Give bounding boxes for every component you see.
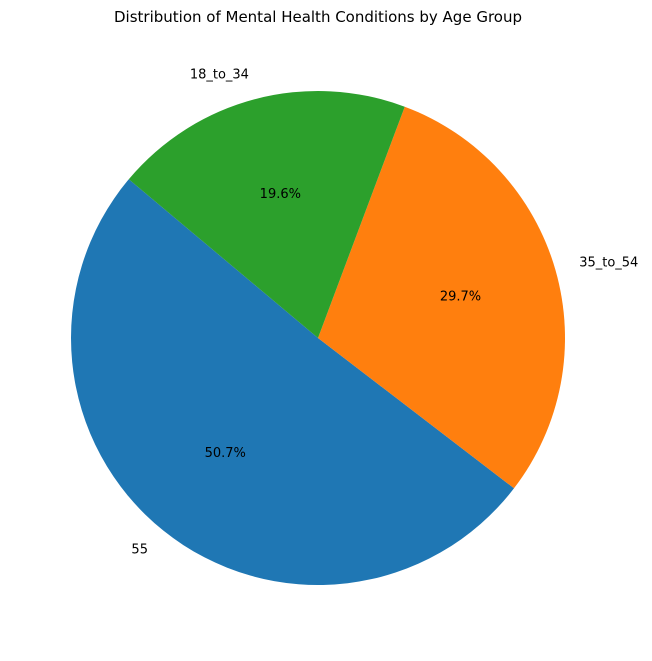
slice-percent-18-to-34: 19.6% — [260, 187, 301, 202]
slice-label-35-to-54: 35_to_54 — [579, 256, 638, 271]
pie-slice-35-to-54 — [318, 106, 565, 489]
pie-slices — [71, 90, 565, 585]
slice-percent-35-to-54: 29.7% — [440, 290, 481, 305]
pie-slice-18-to-34 — [128, 90, 405, 338]
pie-slice-55 — [71, 179, 515, 585]
pie-labels: 55 50.7% 35_to_54 29.7% 18_to_34 19.6% — [131, 68, 638, 558]
chart-title: Distribution of Mental Health Conditions… — [114, 8, 522, 26]
slice-label-18-to-34: 18_to_34 — [190, 68, 249, 83]
slice-label-55: 55 — [131, 542, 148, 557]
slice-percent-55: 50.7% — [205, 446, 246, 461]
